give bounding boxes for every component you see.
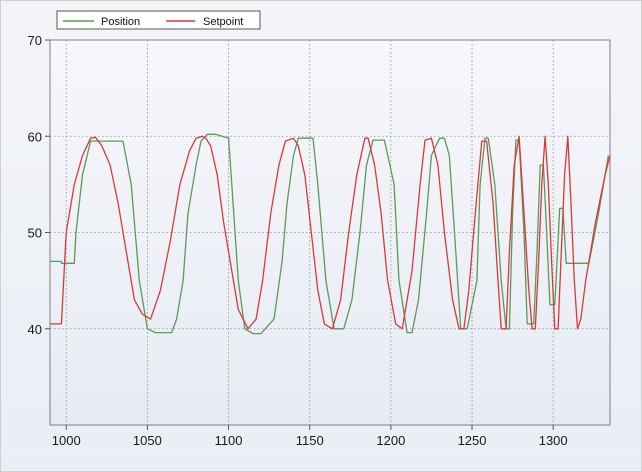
legend-label-position: Position	[101, 16, 140, 28]
x-tick-label: 1000	[52, 433, 81, 448]
x-axis: 1000 1050 1100 1150 1200 1250 1300	[52, 425, 568, 448]
series-line-position	[50, 133, 610, 335]
y-tick-label: 40	[28, 322, 42, 337]
legend-label-setpoint: Setpoint	[203, 16, 243, 28]
series-lines	[50, 133, 611, 335]
x-tick-label: 1150	[296, 433, 324, 448]
grid-lines	[50, 39, 610, 425]
series-line-setpoint	[50, 135, 611, 330]
y-tick-label: 60	[28, 129, 42, 144]
x-tick-label: 1200	[376, 433, 405, 448]
x-tick-label: 1250	[458, 433, 487, 448]
x-tick-label: 1100	[215, 433, 243, 448]
x-tick-label: 1050	[133, 433, 162, 448]
x-tick-label: 1300	[539, 433, 568, 448]
legend-box	[56, 10, 261, 30]
y-tick-label: 70	[28, 33, 42, 48]
legend: Position Setpoint	[56, 10, 261, 30]
y-tick-label: 50	[28, 226, 42, 241]
y-axis: 40 50 60 70	[28, 33, 50, 337]
